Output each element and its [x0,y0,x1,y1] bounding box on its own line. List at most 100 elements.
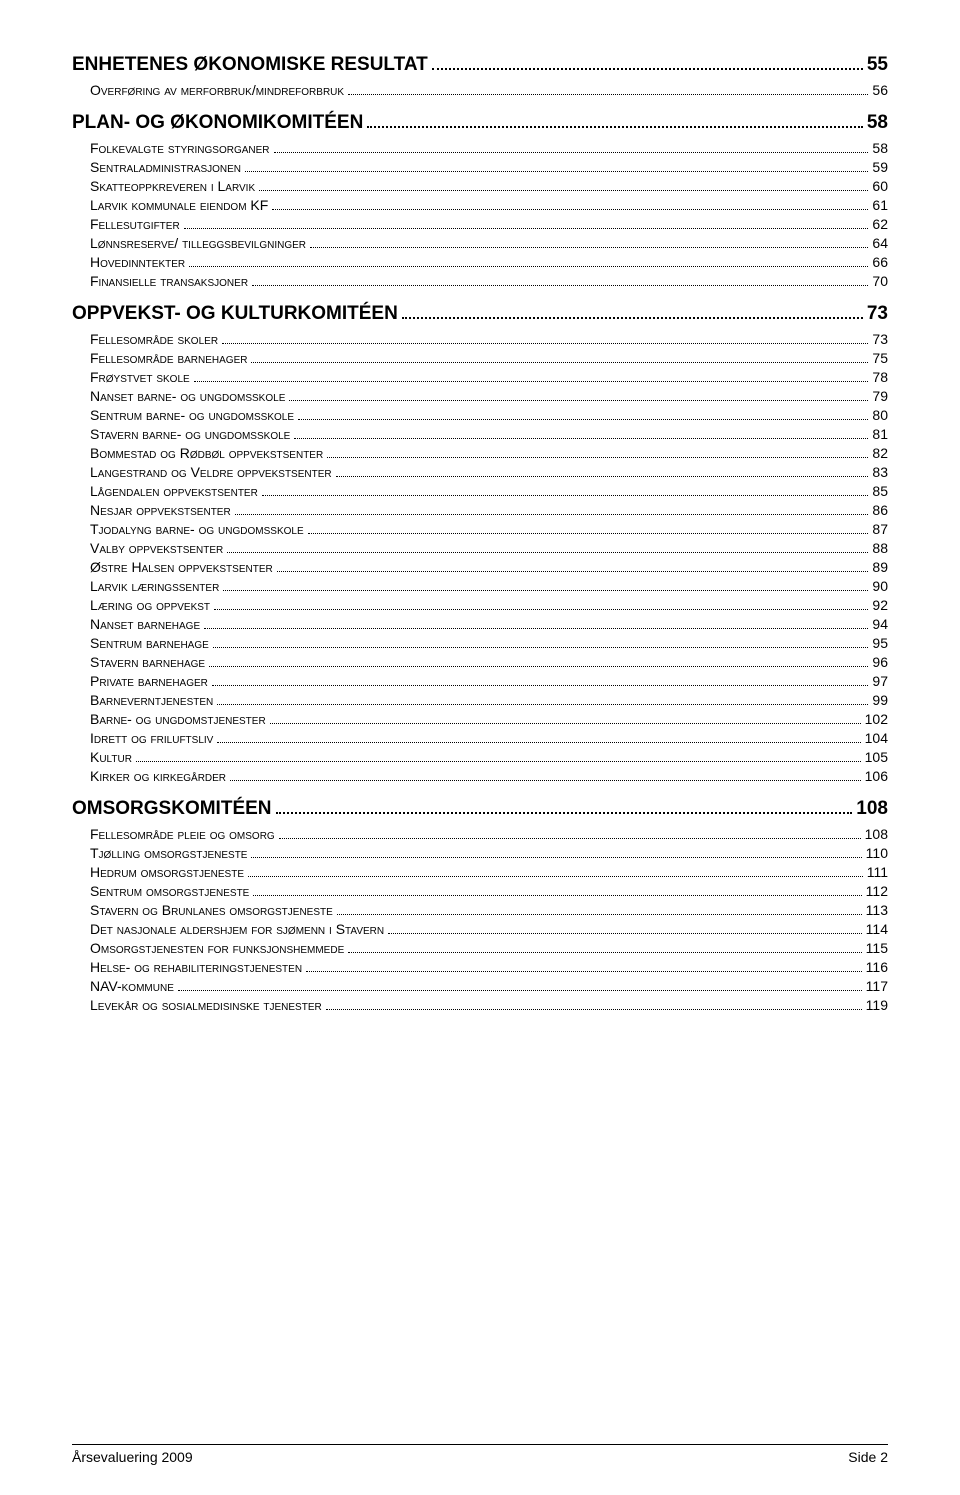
toc-entry-label: Private barnehager [90,673,208,689]
toc-entry: ENHETENES ØKONOMISKE RESULTAT 55 [72,54,888,76]
toc-entry-label: Lågendalen oppvekstsenter [90,483,258,499]
toc-entry: Private barnehager 97 [72,673,888,689]
toc-leader-dots [272,209,868,210]
toc-leader-dots [348,94,868,95]
toc-entry: Finansielle transaksjoner 70 [72,273,888,289]
toc-entry: Folkevalgte styringsorganer 58 [72,140,888,156]
toc-entry-label: Helse- og rehabiliteringstjenesten [90,959,302,975]
toc-entry-page: 66 [872,254,888,270]
toc-entry-page: 64 [872,235,888,251]
toc-entry-page: 70 [872,273,888,289]
toc-entry-label: Fellesområde skoler [90,331,218,347]
toc-entry: Sentrum omsorgstjeneste 112 [72,883,888,899]
toc-entry-page: 87 [872,521,888,537]
toc-leader-dots [306,971,862,972]
toc-leader-dots [245,171,868,172]
toc-entry-label: Nanset barnehage [90,616,200,632]
toc-leader-dots [367,126,863,128]
toc-leader-dots [204,628,868,629]
toc-entry-label: Barneverntjenesten [90,692,213,708]
toc-entry: Stavern og Brunlanes omsorgstjeneste 113 [72,902,888,918]
toc-entry: Fellesområde pleie og omsorg 108 [72,826,888,842]
toc-entry: Kirker og kirkegårder 106 [72,768,888,784]
toc-entry: Langestrand og Veldre oppvekstsenter 83 [72,464,888,480]
toc-entry-page: 102 [865,711,888,727]
toc-entry-page: 78 [872,369,888,385]
toc-leader-dots [136,761,861,762]
toc-entry-page: 117 [866,978,888,994]
toc-entry-label: Østre Halsen oppvekstsenter [90,559,273,575]
toc-entry-page: 73 [872,331,888,347]
toc-leader-dots [248,876,863,877]
toc-entry: Helse- og rehabiliteringstjenesten 116 [72,959,888,975]
toc-leader-dots [252,285,868,286]
toc-entry-label: Sentrum barnehage [90,635,209,651]
toc-entry-label: OMSORGSKOMITÉEN [72,798,272,820]
toc-entry-label: Skatteoppkreveren i Larvik [90,178,255,194]
toc-entry-label: Langestrand og Veldre oppvekstsenter [90,464,332,480]
toc-entry-label: Larvik læringssenter [90,578,219,594]
toc-entry-page: 105 [865,749,888,765]
toc-entry-label: Tjølling omsorgstjeneste [90,845,247,861]
toc-entry: Nesjar oppvekstsenter 86 [72,502,888,518]
table-of-contents: ENHETENES ØKONOMISKE RESULTAT55Overførin… [72,54,888,1013]
toc-entry: Sentrum barnehage 95 [72,635,888,651]
toc-entry-page: 97 [872,673,888,689]
toc-entry-label: Bommestad og Rødbøl oppvekstsenter [90,445,323,461]
toc-entry: Levekår og sosialmedisinske tjenester 11… [72,997,888,1013]
toc-leader-dots [184,228,869,229]
toc-entry-label: Levekår og sosialmedisinske tjenester [90,997,322,1013]
toc-leader-dots [279,838,861,839]
toc-leader-dots [262,495,869,496]
toc-entry-label: Larvik kommunale eiendom KF [90,197,268,213]
toc-leader-dots [337,914,862,915]
toc-entry-page: 75 [872,350,888,366]
toc-entry: Det nasjonale aldershjem for sjømenn i S… [72,921,888,937]
toc-entry: Valby oppvekstsenter 88 [72,540,888,556]
toc-entry-label: Sentraladministrasjonen [90,159,241,175]
toc-entry: Stavern barne- og ungdomsskole 81 [72,426,888,442]
toc-entry-page: 61 [872,197,888,213]
toc-entry-label: Fellesutgifter [90,216,180,232]
toc-entry-page: 108 [865,826,888,842]
toc-entry-label: Valby oppvekstsenter [90,540,223,556]
toc-entry-label: Hovedinntekter [90,254,185,270]
toc-leader-dots [253,895,861,896]
toc-leader-dots [251,362,868,363]
toc-entry: Fellesutgifter 62 [72,216,888,232]
toc-entry-label: Tjodalyng barne- og ungdomsskole [90,521,304,537]
toc-entry-page: 108 [856,798,888,820]
toc-entry: Tjølling omsorgstjeneste 110 [72,845,888,861]
toc-leader-dots [189,266,868,267]
toc-entry: NAV-kommune 117 [72,978,888,994]
toc-leader-dots [214,609,868,610]
toc-entry: Hovedinntekter 66 [72,254,888,270]
toc-entry-label: Fellesområde barnehager [90,350,247,366]
toc-entry: Nanset barne- og ungdomsskole 79 [72,388,888,404]
toc-entry-page: 111 [867,864,888,880]
toc-leader-dots [276,812,853,814]
toc-entry: OMSORGSKOMITÉEN 108 [72,798,888,820]
toc-entry-label: Frøystvet skole [90,369,190,385]
toc-entry-page: 55 [867,54,888,76]
toc-entry-label: ENHETENES ØKONOMISKE RESULTAT [72,54,428,76]
toc-leader-dots [277,571,869,572]
toc-leader-dots [230,780,861,781]
toc-entry: Barne- og ungdomstjenester 102 [72,711,888,727]
toc-entry: Lågendalen oppvekstsenter 85 [72,483,888,499]
toc-entry: Skatteoppkreveren i Larvik 60 [72,178,888,194]
toc-entry-page: 113 [866,902,888,918]
toc-entry-label: Barne- og ungdomstjenester [90,711,266,727]
toc-entry-page: 58 [867,112,888,134]
toc-entry: Sentraladministrasjonen 59 [72,159,888,175]
toc-entry-page: 89 [872,559,888,575]
toc-entry-label: Nanset barne- og ungdomsskole [90,388,285,404]
toc-entry-label: OPPVEKST- OG KULTURKOMITÉEN [72,303,398,325]
toc-entry-page: 90 [872,578,888,594]
toc-entry-page: 95 [872,635,888,651]
toc-entry: Idrett og friluftsliv 104 [72,730,888,746]
toc-leader-dots [402,317,863,319]
toc-leader-dots [432,68,863,70]
toc-entry-page: 99 [872,692,888,708]
toc-entry-page: 86 [872,502,888,518]
